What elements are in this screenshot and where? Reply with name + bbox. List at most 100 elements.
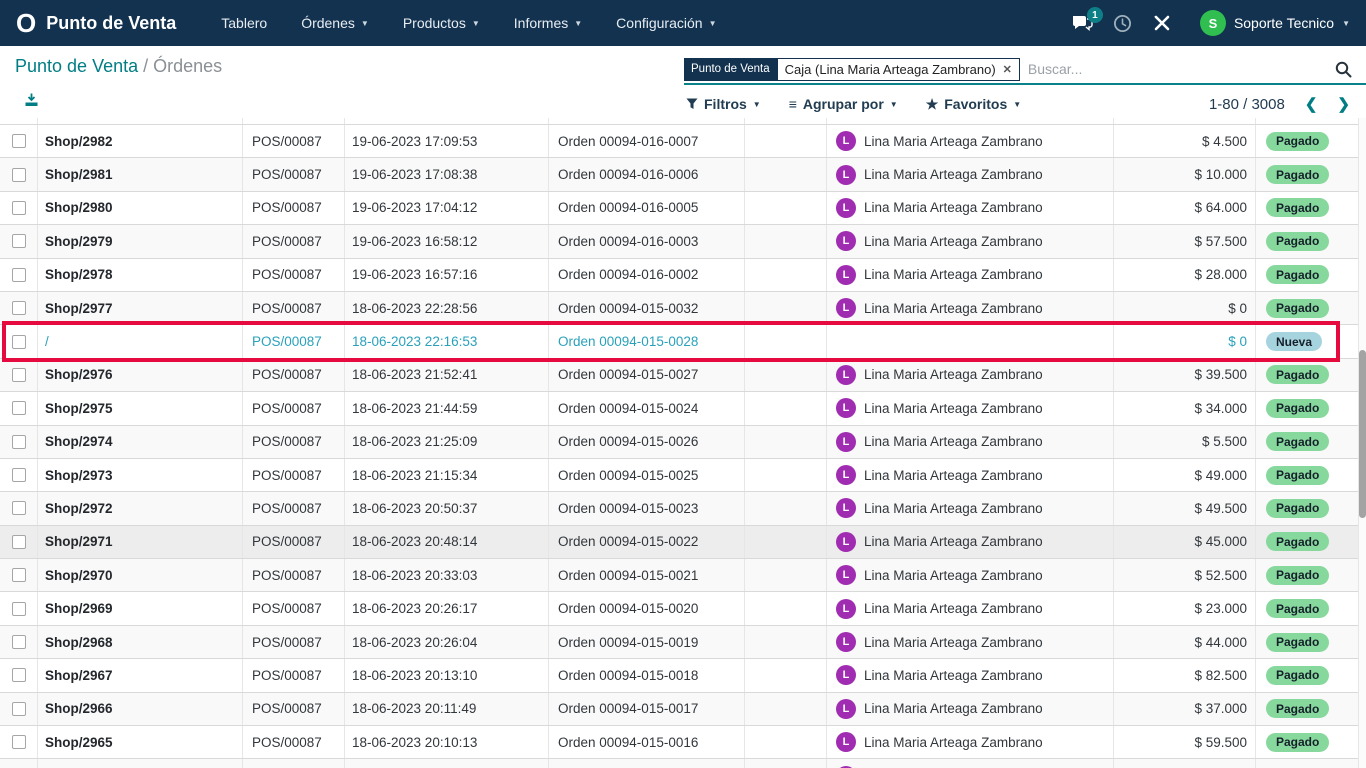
row-reference: Shop/2968 — [38, 625, 243, 659]
row-order-ref: Orden 00094-015-0020 — [549, 592, 745, 625]
table-row[interactable]: Shop/2966 POS/00087 18-06-2023 20:11:49 … — [0, 692, 1358, 727]
search-input[interactable] — [1027, 61, 1335, 77]
row-checkbox[interactable] — [11, 134, 26, 149]
row-checkbox[interactable] — [11, 267, 26, 282]
row-empty-cell — [745, 492, 827, 525]
row-checkbox[interactable] — [11, 468, 26, 483]
control-panel: Filtros ▼ ≡ Agrupar por ▼ ★ Favoritos ▼ … — [0, 90, 1366, 118]
chevron-down-icon: ▼ — [1342, 18, 1350, 28]
row-order-ref: Orden 00094-015-0028 — [549, 325, 745, 358]
row-reference: Shop/2972 — [38, 492, 243, 525]
pager-next-button[interactable]: ❯ — [1337, 96, 1350, 113]
table-row[interactable] — [0, 759, 1358, 768]
row-customer: Lina Maria Arteaga Zambrano — [864, 434, 1043, 450]
table-row[interactable]: Shop/2973 POS/00087 18-06-2023 21:15:34 … — [0, 458, 1358, 493]
row-checkbox[interactable] — [11, 167, 26, 182]
row-empty-cell — [745, 625, 827, 659]
menu-tablero[interactable]: Tablero — [221, 15, 268, 31]
table-row[interactable]: Shop/2968 POS/00087 18-06-2023 20:26:04 … — [0, 625, 1358, 660]
row-reference: Shop/2974 — [38, 425, 243, 458]
row-session: POS/00087 — [243, 692, 345, 726]
row-customer: Lina Maria Arteaga Zambrano — [864, 167, 1043, 183]
customer-avatar: L — [836, 298, 856, 319]
row-total: $ 49.000 — [1114, 458, 1256, 492]
table-row[interactable]: Shop/2972 POS/00087 18-06-2023 20:50:37 … — [0, 492, 1358, 526]
row-order-ref: Orden 00094-015-0026 — [549, 425, 745, 458]
filters-button[interactable]: Filtros ▼ — [686, 96, 761, 112]
table-row[interactable]: Shop/2977 POS/00087 18-06-2023 22:28:56 … — [0, 291, 1358, 326]
customer-avatar: L — [836, 197, 856, 218]
row-order-ref: Orden 00094-015-0027 — [549, 358, 745, 392]
row-checkbox[interactable] — [11, 367, 26, 382]
row-order-ref: Orden 00094-016-0007 — [549, 125, 745, 158]
customer-avatar: L — [836, 565, 856, 586]
row-datetime: 19-06-2023 17:09:53 — [345, 125, 549, 158]
row-checkbox[interactable] — [11, 401, 26, 416]
row-checkbox[interactable] — [11, 501, 26, 516]
table-row[interactable]: Shop/2965 POS/00087 18-06-2023 20:10:13 … — [0, 726, 1358, 760]
row-checkbox[interactable] — [11, 735, 26, 750]
table-row[interactable]: Shop/2970 POS/00087 18-06-2023 20:33:03 … — [0, 559, 1358, 593]
table-row[interactable]: Shop/2971 POS/00087 18-06-2023 20:48:14 … — [0, 525, 1358, 560]
row-checkbox[interactable] — [11, 668, 26, 683]
table-row[interactable]: Shop/2967 POS/00087 18-06-2023 20:13:10 … — [0, 659, 1358, 693]
row-datetime: 18-06-2023 22:28:56 — [345, 291, 549, 325]
status-badge: Pagado — [1266, 532, 1330, 552]
row-reference: Shop/2971 — [38, 525, 243, 559]
table-row[interactable]: / POS/00087 18-06-2023 22:16:53 Orden 00… — [0, 320, 1358, 363]
row-session: POS/00087 — [243, 158, 345, 191]
menu-productos[interactable]: Productos ▼ — [402, 15, 480, 31]
row-checkbox[interactable] — [11, 635, 26, 650]
row-order-ref: Orden 00094-016-0002 — [549, 258, 745, 291]
row-datetime — [345, 759, 549, 768]
table-row[interactable]: Shop/2980 POS/00087 19-06-2023 17:04:12 … — [0, 191, 1358, 226]
table-row[interactable]: Shop/2974 POS/00087 18-06-2023 21:25:09 … — [0, 425, 1358, 459]
facet-remove-icon[interactable]: ✕ — [1002, 63, 1012, 76]
row-checkbox[interactable] — [11, 234, 26, 249]
messages-button[interactable]: 1 — [1071, 7, 1103, 32]
row-checkbox[interactable] — [11, 568, 26, 583]
row-checkbox[interactable] — [11, 301, 26, 316]
table-row[interactable]: Shop/2976 POS/00087 18-06-2023 21:52:41 … — [0, 358, 1358, 393]
table-row[interactable]: Shop/2969 POS/00087 18-06-2023 20:26:17 … — [0, 592, 1358, 626]
activities-button[interactable] — [1113, 14, 1132, 33]
breadcrumb-parent-link[interactable]: Punto de Venta — [15, 56, 139, 76]
menu-informes[interactable]: Informes ▼ — [513, 15, 583, 31]
groupby-button[interactable]: ≡ Agrupar por ▼ — [788, 96, 898, 112]
row-total: $ 59.500 — [1114, 726, 1256, 759]
search-icon[interactable] — [1335, 61, 1352, 78]
export-button[interactable] — [24, 93, 39, 107]
developer-tools-button[interactable] — [1152, 13, 1172, 33]
status-badge: Pagado — [1266, 632, 1330, 652]
row-checkbox[interactable] — [11, 200, 26, 215]
row-reference: / — [38, 325, 243, 358]
row-session: POS/00087 — [243, 225, 345, 258]
menu-configuracion[interactable]: Configuración ▼ — [616, 15, 717, 31]
table-row[interactable]: Shop/2982 POS/00087 19-06-2023 17:09:53 … — [0, 125, 1358, 159]
row-order-ref: Orden 00094-015-0017 — [549, 692, 745, 726]
search-facet-category: Punto de Venta — [684, 57, 777, 81]
table-row[interactable]: Shop/2978 POS/00087 19-06-2023 16:57:16 … — [0, 258, 1358, 292]
row-checkbox[interactable] — [11, 334, 26, 349]
pager-previous-button[interactable]: ❮ — [1304, 96, 1318, 113]
row-empty-cell — [745, 191, 827, 225]
favorites-button[interactable]: ★ Favoritos ▼ — [925, 96, 1022, 112]
row-total: $ 82.500 — [1114, 659, 1256, 692]
pager-range: 1-80 / 3008 — [1208, 95, 1285, 113]
row-checkbox[interactable] — [11, 534, 26, 549]
table-row[interactable]: Shop/2979 POS/00087 19-06-2023 16:58:12 … — [0, 225, 1358, 259]
menu-ordenes[interactable]: Órdenes ▼ — [301, 15, 369, 31]
customer-avatar: L — [836, 164, 856, 185]
user-menu[interactable]: S Soporte Tecnico ▼ — [1199, 10, 1350, 36]
table-row[interactable]: Shop/2981 POS/00087 19-06-2023 17:08:38 … — [0, 158, 1358, 192]
row-checkbox[interactable] — [11, 701, 26, 716]
row-customer: Lina Maria Arteaga Zambrano — [864, 467, 1043, 483]
scrollbar-thumb[interactable] — [1359, 350, 1366, 518]
row-order-ref: Orden 00094-015-0023 — [549, 492, 745, 525]
odoo-logo-icon[interactable]: O — [16, 8, 37, 38]
row-checkbox[interactable] — [11, 601, 26, 616]
row-order-ref: Orden 00094-015-0021 — [549, 559, 745, 592]
row-checkbox[interactable] — [11, 434, 26, 449]
table-row[interactable]: Shop/2975 POS/00087 18-06-2023 21:44:59 … — [0, 392, 1358, 426]
customer-avatar: L — [836, 398, 856, 419]
